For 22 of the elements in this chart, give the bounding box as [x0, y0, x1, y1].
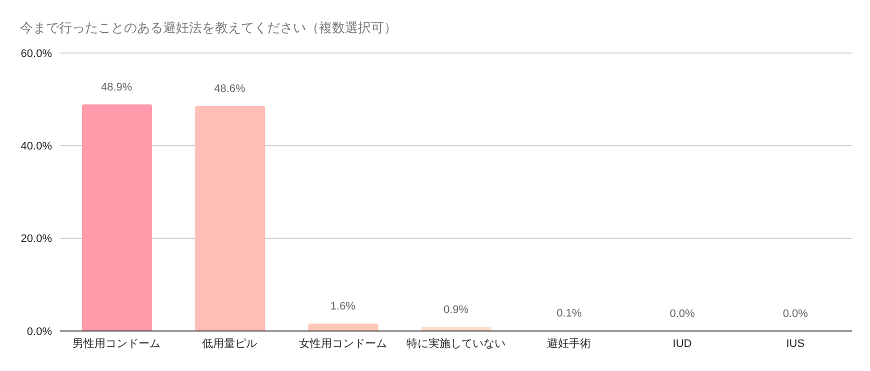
data-label: 0.0%: [782, 308, 808, 320]
x-tick-label: 女性用コンドーム: [298, 338, 387, 350]
x-tick-label: IUS: [786, 338, 805, 350]
y-tick-label: 0.0%: [26, 326, 52, 338]
x-tick-label: 男性用コンドーム: [72, 338, 161, 350]
y-tick-label: 40.0%: [20, 140, 52, 153]
y-tick-label: 20.0%: [20, 233, 52, 246]
bar: [82, 104, 152, 331]
data-label: 0.0%: [670, 308, 696, 320]
x-tick-label: IUD: [672, 338, 692, 350]
x-tick-label: 特に実施していない: [406, 336, 506, 350]
chart-title: 今まで行ったことのある避妊法を教えてください（複数選択可）: [20, 20, 397, 37]
y-tick-label: 60.0%: [20, 48, 52, 60]
x-tick-label: 低用量ピル: [202, 338, 258, 350]
data-label: 48.6%: [214, 82, 246, 95]
x-tick-label: 避妊手術: [547, 336, 592, 350]
bar: [308, 324, 378, 331]
bar: [195, 106, 266, 331]
data-label: 1.6%: [330, 300, 356, 313]
data-label: 0.1%: [556, 308, 582, 320]
data-label: 48.9%: [100, 81, 132, 94]
data-label: 0.9%: [443, 304, 469, 316]
